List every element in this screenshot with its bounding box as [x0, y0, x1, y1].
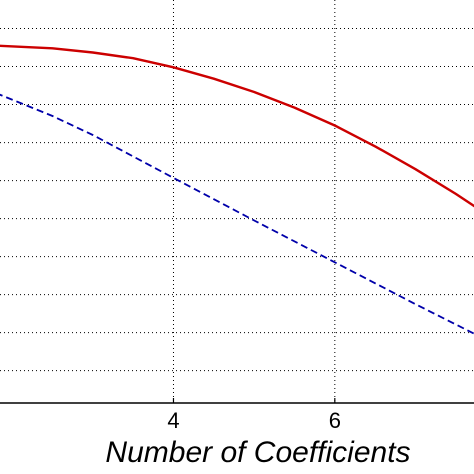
plot-frame	[0, 402, 474, 404]
series-line-solid-red	[0, 44, 474, 208]
series-layer	[0, 44, 474, 335]
series-line-dashed-blue	[0, 93, 474, 335]
x-axis-label: Number of Coefficients	[105, 436, 410, 469]
x-tick-label: 6	[329, 408, 341, 433]
x-tick-label: 4	[167, 408, 179, 433]
grid	[0, 0, 474, 403]
